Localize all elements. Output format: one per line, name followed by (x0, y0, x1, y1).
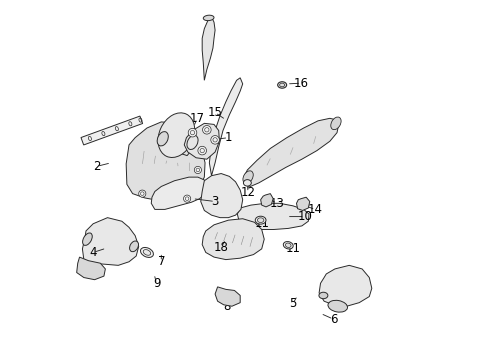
Ellipse shape (285, 243, 290, 247)
Circle shape (139, 190, 145, 197)
Circle shape (210, 135, 219, 144)
Polygon shape (126, 122, 204, 202)
Ellipse shape (255, 216, 265, 224)
Ellipse shape (318, 292, 327, 299)
Circle shape (188, 129, 196, 137)
Polygon shape (202, 17, 215, 80)
Text: 12: 12 (240, 186, 255, 199)
Text: 4: 4 (89, 246, 97, 259)
Polygon shape (202, 219, 264, 260)
Ellipse shape (129, 241, 138, 252)
Circle shape (202, 126, 211, 134)
Ellipse shape (257, 218, 264, 222)
Ellipse shape (283, 242, 293, 249)
Ellipse shape (140, 247, 153, 257)
Polygon shape (161, 131, 195, 156)
Polygon shape (82, 218, 139, 265)
Polygon shape (215, 287, 240, 306)
Polygon shape (296, 197, 309, 211)
Ellipse shape (277, 82, 286, 88)
Text: 10: 10 (297, 210, 311, 223)
Ellipse shape (157, 132, 168, 146)
Ellipse shape (186, 135, 198, 149)
Polygon shape (184, 123, 219, 159)
Text: 11: 11 (285, 242, 300, 255)
Ellipse shape (243, 171, 253, 184)
Ellipse shape (203, 15, 214, 21)
Polygon shape (151, 177, 206, 210)
Text: 15: 15 (207, 106, 222, 119)
Ellipse shape (143, 249, 150, 255)
Text: 2: 2 (93, 160, 101, 173)
Circle shape (194, 166, 201, 174)
Polygon shape (77, 257, 105, 280)
Text: 18: 18 (213, 241, 228, 254)
Ellipse shape (243, 180, 251, 186)
Text: 13: 13 (269, 197, 284, 210)
Text: 7: 7 (157, 255, 165, 268)
Text: 9: 9 (153, 278, 160, 291)
Text: 1: 1 (224, 131, 232, 144)
Text: 16: 16 (293, 77, 308, 90)
Text: 8: 8 (223, 300, 230, 313)
Ellipse shape (158, 113, 194, 157)
Polygon shape (237, 203, 308, 229)
Text: 11: 11 (254, 217, 269, 230)
Polygon shape (260, 194, 273, 207)
Text: 17: 17 (189, 112, 204, 125)
Polygon shape (244, 118, 338, 187)
Polygon shape (201, 174, 242, 218)
Text: 5: 5 (288, 297, 296, 310)
Text: 3: 3 (211, 195, 218, 208)
Polygon shape (319, 265, 371, 306)
Ellipse shape (330, 117, 341, 130)
Circle shape (198, 146, 206, 155)
Polygon shape (209, 78, 242, 176)
Ellipse shape (327, 300, 347, 312)
Text: 6: 6 (329, 312, 337, 326)
Text: 14: 14 (307, 203, 323, 216)
Circle shape (183, 195, 190, 202)
Polygon shape (81, 116, 142, 145)
Ellipse shape (82, 233, 92, 246)
